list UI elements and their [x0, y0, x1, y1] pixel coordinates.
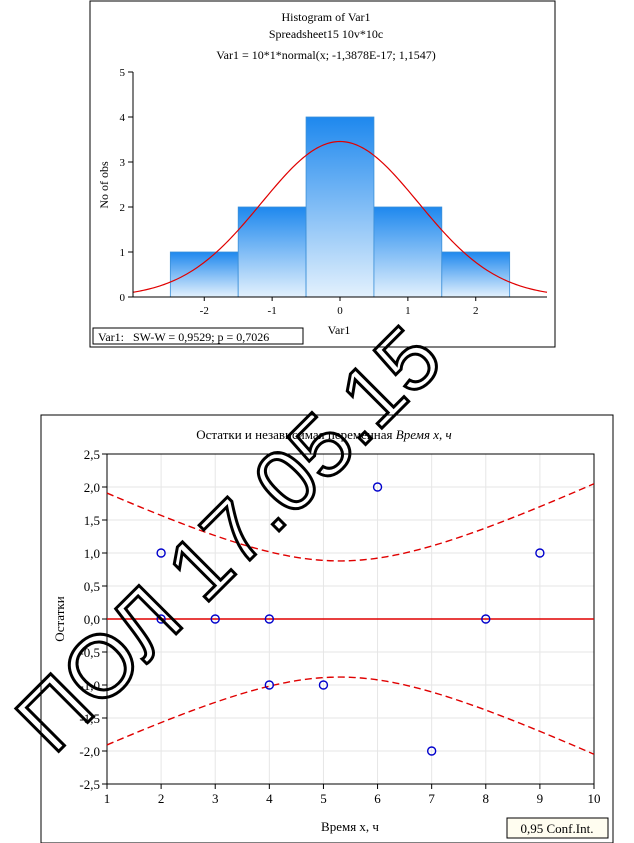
normality-test-text: Var1: SW-W = 0,9529; p = 0,7026 — [98, 330, 269, 344]
histogram-title-line-3: Var1 = 10*1*normal(x; -1,3878E-17; 1,154… — [216, 48, 435, 62]
residuals-title: Остатки и независимая переменная Время x… — [196, 427, 451, 442]
residuals-x-tick-label: 9 — [537, 791, 544, 806]
residuals-x-tick-label: 4 — [266, 791, 273, 806]
histogram-axes: 0 1 2 3 4 5 -2 -1 0 1 2 — [120, 67, 547, 317]
histogram-title-line-2: Spreadsheet15 10v*10c — [269, 27, 383, 41]
histogram-x-tick-label: 0 — [337, 305, 343, 317]
histogram-y-axis-label: No of obs — [97, 161, 111, 209]
residuals-y-tick-label: -2,0 — [79, 744, 100, 759]
residuals-chart: Остатки и независимая переменная Время x… — [40, 414, 614, 843]
normal-fit-curve — [132, 140, 548, 293]
residual-point-8 — [426, 746, 437, 756]
residuals-x-tick-label: 5 — [320, 791, 327, 806]
residuals-x-axis-label: Время x, ч — [321, 819, 379, 834]
residuals-y-tick-label: 1,0 — [84, 546, 100, 561]
histogram-bar-5 — [441, 251, 511, 298]
residual-point-10 — [535, 548, 545, 558]
histogram-title-line-1: Histogram of Var1 — [281, 10, 370, 24]
residuals-x-tick-label: 7 — [428, 791, 435, 806]
residuals-frame — [40, 414, 614, 843]
histogram-x-tick-label: 1 — [405, 305, 411, 317]
residuals-axes: 1 2 3 4 5 6 7 8 9 10 2,5 2,0 1,5 1,0 0,5 0,0 -0,5 -1,0 -1,… — [79, 447, 600, 806]
histogram-y-tick-label: 2 — [120, 202, 126, 214]
histogram-x-tick-label: -2 — [200, 305, 209, 317]
residuals-x-tick-label: 6 — [374, 791, 381, 806]
residuals-y-tick-label: -2,5 — [79, 777, 100, 792]
residual-point-2 — [156, 614, 166, 624]
legend-box — [506, 817, 609, 839]
normality-test-box — [92, 327, 304, 345]
lower-confidence-band — [106, 676, 595, 755]
residuals-x-tick-label: 1 — [104, 791, 111, 806]
residuals-x-tick-label: 10 — [588, 791, 601, 806]
histogram-bar-3 — [305, 116, 375, 298]
residual-point-3 — [210, 614, 220, 624]
residual-point-6 — [318, 680, 329, 690]
histogram-x-tick-label: -1 — [268, 305, 277, 317]
histogram-bar-2 — [237, 206, 307, 298]
histogram-chart: Histogram of Var1 Spreadsheet15 10v*10c … — [89, 0, 556, 348]
residual-point-5 — [264, 680, 275, 690]
residuals-y-axis-label: Остатки — [52, 596, 67, 641]
histogram-y-tick-label: 5 — [120, 67, 126, 79]
residuals-y-tick-label: 2,5 — [84, 447, 100, 462]
residuals-y-tick-label: -1,0 — [79, 678, 100, 693]
histogram-y-tick-label: 3 — [120, 157, 126, 169]
upper-confidence-band — [106, 483, 595, 562]
legend-label: 0,95 Conf.Int. — [521, 821, 594, 836]
residuals-y-tick-label: 0,0 — [84, 612, 100, 627]
residuals-y-tick-label: -1,5 — [79, 711, 100, 726]
residuals-y-tick-label: 1,5 — [84, 513, 100, 528]
histogram-y-tick-label: 4 — [120, 112, 126, 124]
residual-point-9 — [481, 614, 491, 624]
residuals-y-tick-label: -0,5 — [79, 645, 100, 660]
residuals-x-tick-label: 2 — [158, 791, 165, 806]
residual-point-1 — [156, 548, 166, 558]
residuals-title-italic: Время x, ч — [396, 427, 452, 442]
residual-point-4 — [264, 614, 275, 624]
histogram-y-tick-label: 1 — [120, 247, 126, 259]
histogram-y-tick-label: 0 — [120, 292, 126, 304]
histogram-x-axis-label: Var1 — [328, 323, 351, 337]
residuals-x-tick-label: 8 — [483, 791, 490, 806]
histogram-bar-4 — [373, 206, 443, 298]
residuals-title-main: Остатки и независимая переменная — [196, 427, 392, 442]
residual-points — [156, 482, 545, 756]
histogram-bars — [169, 116, 511, 298]
residuals-y-tick-label: 0,5 — [84, 579, 100, 594]
histogram-bar-1 — [169, 251, 239, 298]
histogram-x-tick-label: 2 — [473, 305, 479, 317]
residuals-y-tick-label: 2,0 — [84, 480, 100, 495]
residuals-x-tick-label: 3 — [212, 791, 219, 806]
residual-point-7 — [372, 482, 383, 492]
